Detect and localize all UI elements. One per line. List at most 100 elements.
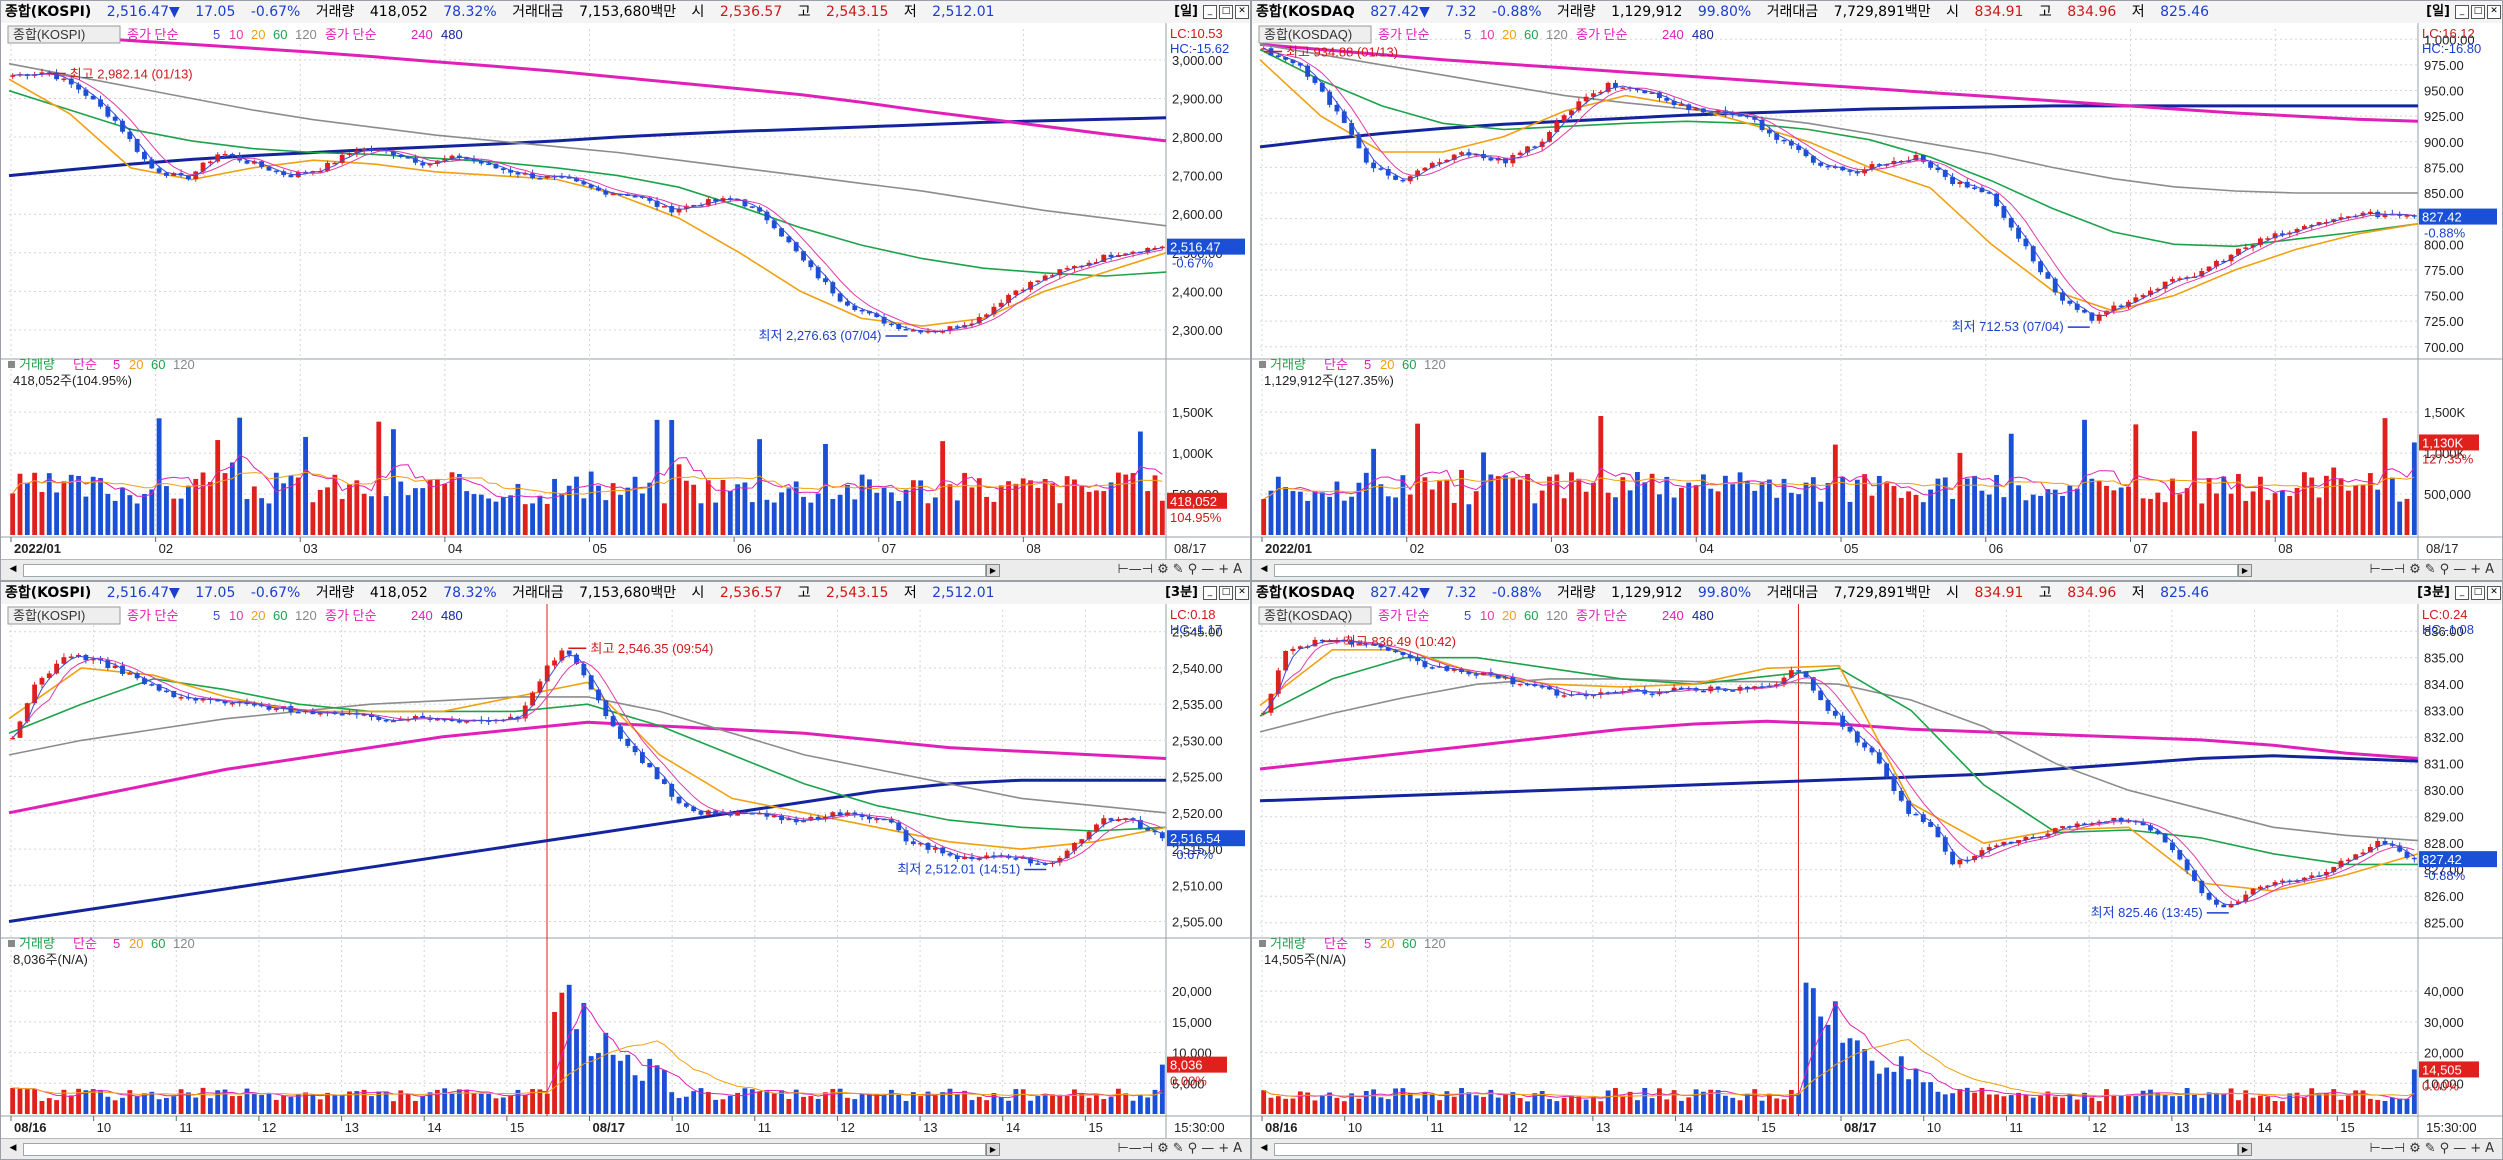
text-icon[interactable]: A — [2485, 1141, 2494, 1156]
scroll-track[interactable] — [23, 1143, 986, 1156]
zoom-in-icon[interactable]: + — [2470, 562, 2482, 577]
close-icon[interactable]: ✕ — [1235, 585, 1249, 600]
text-icon[interactable]: A — [1233, 1141, 1242, 1156]
maximize-icon[interactable]: □ — [2471, 585, 2485, 600]
close-icon[interactable]: ✕ — [2487, 585, 2501, 600]
candle-body — [991, 306, 997, 315]
volume-bar — [786, 1099, 792, 1114]
scroll-right-icon[interactable]: ▶ — [986, 564, 1000, 577]
magnify-icon[interactable]: ⚲ — [2439, 1141, 2450, 1156]
scroll-track[interactable] — [1274, 1143, 2238, 1156]
text-icon[interactable]: A — [1233, 562, 1242, 577]
close-icon[interactable]: ✕ — [2487, 4, 2501, 19]
chart-canvas[interactable]: 1,000.00975.00950.00925.00900.00875.0085… — [1252, 23, 2502, 561]
magnify-icon[interactable]: ⚲ — [1187, 562, 1198, 577]
minimize-icon[interactable]: _ — [1203, 585, 1217, 600]
candle-body — [1137, 819, 1143, 829]
candle-body — [1928, 161, 1934, 168]
index-name[interactable]: 종합(KOSDAQ — [1256, 585, 1355, 601]
index-name[interactable]: 종합(KOSPI) — [5, 585, 92, 601]
scroll-right-icon[interactable]: ▶ — [2238, 1143, 2252, 1156]
magnify-icon[interactable]: ⚲ — [2439, 562, 2450, 577]
timeframe-label[interactable]: [일] — [2426, 4, 2450, 19]
chart-canvas[interactable]: 836.00835.00834.00833.00832.00831.00830.… — [1252, 604, 2502, 1140]
volume-ma-20 — [1263, 476, 2415, 500]
scroll-track[interactable] — [1274, 564, 2238, 577]
minimize-icon[interactable]: _ — [2455, 585, 2469, 600]
chart-canvas[interactable]: 2,545.002,540.002,535.002,530.002,525.00… — [1, 604, 1250, 1140]
zoom-out-icon[interactable]: — — [2453, 562, 2467, 577]
scroll-right-icon[interactable]: ▶ — [986, 1143, 1000, 1156]
tools-icon[interactable]: ✎ — [2424, 1141, 2436, 1156]
close-icon[interactable]: ✕ — [1235, 4, 1249, 19]
candle-body — [1094, 261, 1099, 264]
candle-body — [1013, 290, 1019, 295]
timeframe-label[interactable]: [3분] — [1165, 585, 1198, 600]
zoom-slider-icon[interactable]: ⊢—⊣ — [1117, 562, 1154, 577]
settings-icon[interactable]: ⚙ — [2409, 1141, 2421, 1156]
minimize-icon[interactable]: _ — [1203, 4, 1217, 19]
tools-icon[interactable]: ✎ — [1172, 562, 1184, 577]
settings-icon[interactable]: ⚙ — [1157, 562, 1169, 577]
candle-body — [1050, 275, 1055, 277]
high-label: 고 — [797, 585, 811, 601]
minimize-icon[interactable]: _ — [2455, 4, 2469, 19]
low-value: 825.46 — [2160, 4, 2210, 20]
volume-bar — [1334, 1097, 1340, 1114]
zoom-in-icon[interactable]: + — [2470, 1141, 2482, 1156]
scroll-track[interactable] — [23, 564, 986, 577]
zoom-slider-icon[interactable]: ⊢—⊣ — [2369, 1141, 2406, 1156]
timeframe-label[interactable]: [일] — [1174, 4, 1198, 19]
volume-bar — [793, 1089, 799, 1114]
scroll-left-icon[interactable]: ◀ — [1260, 564, 1268, 574]
zoom-slider-icon[interactable]: ⊢—⊣ — [2369, 562, 2406, 577]
chart-canvas[interactable]: 3,000.002,900.002,800.002,700.002,600.00… — [1, 23, 1250, 561]
scroll-left-icon[interactable]: ◀ — [9, 564, 17, 574]
legend-ma-ma_label: 종가 단순 — [1378, 608, 1429, 623]
maximize-icon[interactable]: □ — [1219, 4, 1233, 19]
candle-body — [508, 170, 514, 173]
volume-bar — [2345, 490, 2351, 535]
timeframe-label[interactable]: [3분] — [2417, 585, 2450, 600]
volume-bar — [713, 1099, 719, 1114]
volume-bar — [2155, 492, 2161, 535]
legend-ma-p120: 120 — [295, 27, 317, 42]
zoom-out-icon[interactable]: — — [1201, 1141, 1215, 1156]
volume-bar — [1341, 1101, 1347, 1114]
volume-bar — [2382, 1101, 2388, 1114]
scrollbar[interactable]: ◀ ▶ ⊢—⊣ ⚙ ✎ ⚲ — + A — [1, 1138, 1250, 1159]
scroll-left-icon[interactable]: ◀ — [1260, 1143, 1268, 1153]
candle-body — [2170, 279, 2175, 282]
maximize-icon[interactable]: □ — [2471, 4, 2485, 19]
candle-body — [1679, 687, 1684, 690]
zoom-slider-icon[interactable]: ⊢—⊣ — [1117, 1141, 1154, 1156]
magnify-icon[interactable]: ⚲ — [1187, 1141, 1198, 1156]
volume-bar — [1371, 448, 1377, 535]
zoom-in-icon[interactable]: + — [1218, 1141, 1230, 1156]
scrollbar[interactable]: ◀ ▶ ⊢—⊣ ⚙ ✎ ⚲ — + A — [1252, 1138, 2502, 1159]
index-name[interactable]: 종합(KOSPI) — [5, 4, 92, 20]
scroll-left-icon[interactable]: ◀ — [9, 1143, 17, 1153]
zoom-in-icon[interactable]: + — [1218, 562, 1230, 577]
volume-bar — [1854, 1040, 1860, 1114]
candle-body — [632, 745, 638, 753]
tools-icon[interactable]: ✎ — [2424, 562, 2436, 577]
volume-bar — [1876, 1073, 1882, 1114]
zoom-out-icon[interactable]: — — [2453, 1141, 2467, 1156]
scrollbar[interactable]: ◀ ▶ ⊢—⊣ ⚙ ✎ ⚲ — + A — [1, 559, 1250, 580]
index-name[interactable]: 종합(KOSDAQ — [1256, 4, 1355, 20]
candle-body — [2382, 840, 2388, 845]
zoom-out-icon[interactable]: — — [1201, 562, 1215, 577]
settings-icon[interactable]: ⚙ — [1157, 1141, 1169, 1156]
volume-bar — [120, 487, 125, 535]
volume-bar — [735, 484, 741, 535]
scroll-right-icon[interactable]: ▶ — [2238, 564, 2252, 577]
text-icon[interactable]: A — [2485, 562, 2494, 577]
maximize-icon[interactable]: □ — [1219, 585, 1233, 600]
scrollbar[interactable]: ◀ ▶ ⊢—⊣ ⚙ ✎ ⚲ — + A — [1252, 559, 2502, 580]
candle-body — [1920, 154, 1926, 162]
ma-line-240 — [8, 31, 1167, 143]
settings-icon[interactable]: ⚙ — [2409, 562, 2421, 577]
candle-body — [2162, 833, 2168, 843]
tools-icon[interactable]: ✎ — [1172, 1141, 1184, 1156]
